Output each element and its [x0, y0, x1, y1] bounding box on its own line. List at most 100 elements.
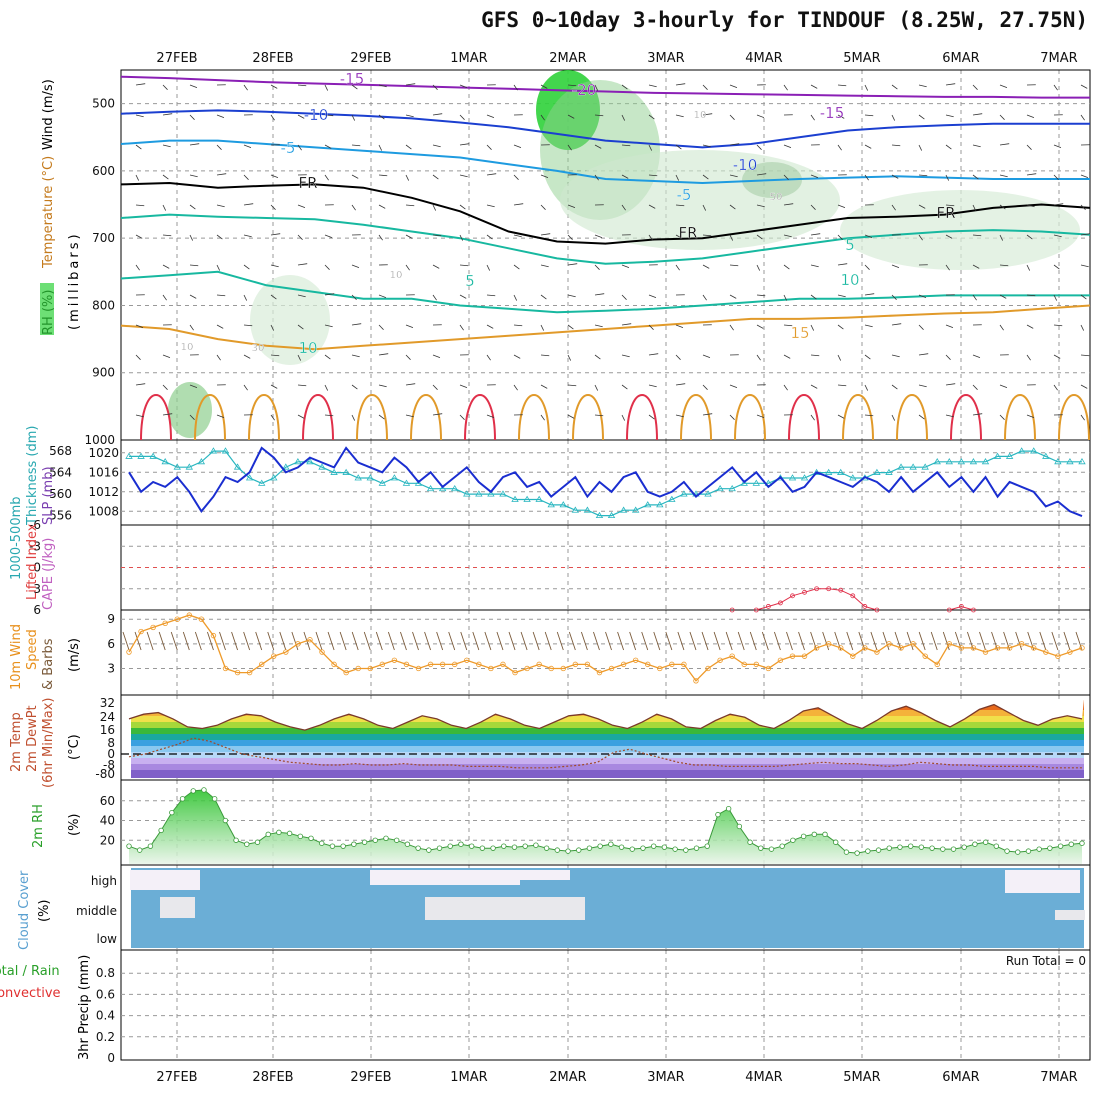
- wind10-barb: [1003, 631, 1011, 651]
- wind-barb: [1080, 264, 1089, 268]
- cloud-low-layer: [131, 868, 1084, 948]
- wind-barb: [918, 294, 927, 298]
- wind-barb: [675, 204, 685, 207]
- rh-point: [211, 796, 218, 802]
- thickness-point: [559, 501, 567, 508]
- wind-barb: [567, 84, 577, 87]
- date-label-top: 27FEB: [156, 51, 197, 66]
- slp-axis-label: SLP (mb): [41, 466, 56, 525]
- wind10-point: [343, 669, 349, 676]
- wind-barb: [378, 144, 383, 151]
- temperature-contour: [120, 270, 1090, 314]
- wind-axis-label: Wind (m/s): [41, 79, 56, 150]
- wind-barb: [378, 114, 385, 120]
- wind10-barb: [243, 631, 251, 651]
- rh-point: [244, 841, 250, 847]
- wind-barb: [918, 324, 924, 330]
- rh-point: [897, 844, 903, 850]
- thickness-point: [849, 474, 857, 481]
- wind10-point: [271, 653, 277, 659]
- precip-tick-label: 0: [107, 1051, 115, 1065]
- thickness-point: [511, 495, 519, 502]
- rh-point: [1079, 840, 1085, 846]
- thickness-point: [1005, 452, 1014, 459]
- wind-barb: [486, 414, 495, 418]
- lifted-index-point: [850, 593, 856, 599]
- rh-point: [790, 837, 796, 843]
- pressure-axis-label: (millibars): [67, 231, 82, 330]
- rh-point: [329, 843, 336, 849]
- rh-point: [222, 817, 229, 824]
- wind-barb: [567, 354, 572, 361]
- rh-point: [265, 831, 271, 838]
- wind-barb: [621, 354, 630, 358]
- wind10-barb: [906, 631, 914, 651]
- wind10-point: [126, 649, 132, 655]
- rh-point: [308, 835, 314, 841]
- wind-barb: [837, 263, 848, 266]
- wind10-point: [994, 645, 1001, 651]
- wind-barb: [1080, 114, 1085, 121]
- wind10-point: [476, 661, 482, 668]
- wind-barb: [864, 84, 869, 91]
- thickness-point: [185, 463, 194, 470]
- wind10-point: [753, 661, 759, 668]
- wind-barb: [351, 84, 358, 90]
- wind10-barb: [737, 631, 745, 651]
- thickness-point: [257, 479, 266, 486]
- temperature-contour-low: [464, 394, 496, 441]
- lifted-index-point: [874, 607, 880, 613]
- wind-barb: [702, 413, 713, 416]
- thickness-point: [824, 468, 833, 475]
- thickness-point: [438, 484, 447, 492]
- wind-barb: [297, 84, 307, 87]
- li-tick-label: -3: [29, 539, 41, 553]
- wind-barb: [756, 324, 764, 329]
- rh-shading-area: [168, 382, 212, 438]
- lifted-index-point: [862, 604, 868, 609]
- wind-barb: [972, 174, 979, 180]
- run-total-label: Run Total = 0: [1006, 954, 1086, 968]
- li-tick-label: -6: [29, 518, 41, 532]
- wind-barb: [621, 84, 628, 90]
- wind-barb: [216, 354, 221, 361]
- rh-point: [683, 847, 689, 853]
- temp-tick-label: -80: [95, 767, 115, 781]
- wind-barb: [891, 204, 896, 211]
- wind10-point: [922, 653, 928, 659]
- contour-label: 15: [790, 324, 809, 342]
- wind-barb: [216, 173, 227, 176]
- wind-barb: [1053, 324, 1063, 327]
- wind-barb: [837, 324, 844, 330]
- wind-barb: [405, 354, 411, 360]
- rh-point: [672, 846, 678, 852]
- wind-tick-label: 9: [107, 612, 115, 626]
- wind-barb: [675, 174, 680, 181]
- rh-point: [297, 833, 304, 840]
- wind10-barb: [677, 631, 685, 651]
- wind-barb: [189, 204, 196, 210]
- wind-barb: [648, 353, 659, 356]
- rh-point: [1057, 843, 1064, 849]
- wind-barb: [243, 384, 248, 391]
- wind10-point: [632, 657, 639, 663]
- temperature-contour-low: [1004, 394, 1036, 441]
- wind10-point: [427, 661, 434, 668]
- wind10-barb: [508, 631, 516, 651]
- wind-barb: [1026, 324, 1034, 329]
- wind10-barb: [327, 631, 335, 651]
- wind-barb: [324, 144, 332, 149]
- wind10-point: [584, 661, 591, 668]
- wind10-point: [379, 661, 386, 668]
- wind-barb: [675, 383, 686, 386]
- contour-label: -15: [340, 70, 365, 88]
- pressure-tick-label: 1000: [84, 433, 115, 447]
- wind-barb: [540, 233, 551, 236]
- wind10-barb: [387, 631, 395, 651]
- temp-tick-label: 0: [107, 747, 115, 761]
- wind10-point: [391, 657, 398, 663]
- wind-barb: [783, 234, 792, 238]
- wind-barb: [486, 294, 496, 297]
- wind-barb: [864, 234, 873, 238]
- wind-barb: [513, 384, 518, 391]
